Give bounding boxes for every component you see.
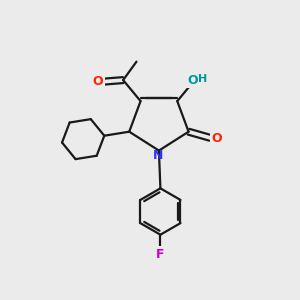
Text: O: O — [187, 74, 198, 87]
Text: H: H — [198, 74, 207, 84]
Text: O: O — [212, 132, 222, 145]
Text: O: O — [93, 75, 104, 88]
Text: F: F — [156, 248, 165, 260]
Text: N: N — [152, 149, 163, 162]
